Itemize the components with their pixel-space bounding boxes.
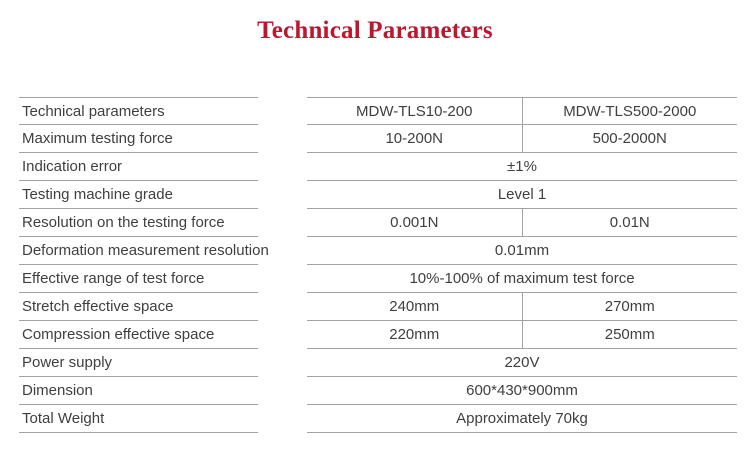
row-label: Testing machine grade [19,181,258,209]
value-cell: 0.01mm [494,242,550,259]
technical-parameters-table: Technical parameters MDW-TLS10-200 MDW-TLS… [19,97,737,433]
row-label: Stretch effective space [19,293,258,321]
row-label: Power supply [19,349,258,377]
merged-value-cell: Approximately 70kg [307,405,737,433]
row-label: Resolution on the testing force [19,209,258,237]
row-label: Total Weight [19,405,258,433]
value-cell: 270mm [521,293,738,320]
row-label: Technical parameters [19,97,258,125]
column-gap [258,377,307,405]
value-cells: 0.001N 0.01N [307,209,737,237]
value-cell: 10%-100% of maximum test force [409,270,635,287]
row-label: Deformation measurement resolution [19,237,269,265]
column-gap [258,321,307,349]
table-row: Indication error ±1% [19,153,737,181]
table-row: Stretch effective space 240mm 270mm [19,293,737,321]
value-cell: 600*430*900mm [466,382,578,399]
value-cell: 500-2000N [521,125,738,152]
page-title: Technical Parameters [257,17,493,44]
merged-value-cell: 220V [307,349,737,377]
column-gap [258,153,307,181]
table-row: Maximum testing force 10-200N 500-2000N [19,125,737,153]
row-label: Compression effective space [19,321,258,349]
value-cells: 10-200N 500-2000N [307,125,737,153]
merged-value-cell: Level 1 [307,181,737,209]
value-cell: 220mm [389,326,440,343]
row-label: Effective range of test force [19,265,258,293]
row-label: Dimension [19,377,258,405]
value-cell: 220V [504,354,540,371]
merged-value-cell: 600*430*900mm [307,377,737,405]
table-row: Technical parameters MDW-TLS10-200 MDW-TLS… [19,97,737,125]
column-gap [258,209,307,237]
column-gap [258,237,307,265]
row-label: Indication error [19,153,258,181]
merged-value-cell: ±1% [307,153,737,181]
table-row: Compression effective space 220mm 250mm [19,321,737,349]
column-gap [258,125,307,153]
value-cell: MDW-TLS10-200 [356,102,473,120]
column-gap [258,293,307,321]
column-gap [258,97,307,125]
column-gap [258,265,307,293]
table-row: Resolution on the testing force 0.001N 0.0… [19,209,737,237]
value-cells: 220mm 250mm [307,321,737,349]
value-cells: 240mm 270mm [307,293,737,321]
table-row: Effective range of test force 10%-100% of… [19,265,737,293]
table-row: Deformation measurement resolution 0.01mm [19,237,737,265]
column-gap [258,405,307,433]
value-cell: 240mm [389,298,440,315]
table-row: Dimension 600*430*900mm [19,377,737,405]
column-gap [258,349,307,377]
table-row: Power supply 220V [19,349,737,377]
value-cell: 10-200N [385,130,444,147]
merged-value-cell: 0.01mm [307,237,737,265]
value-cell: MDW-TLS500-2000 [521,98,738,124]
table-row: Testing machine grade Level 1 [19,181,737,209]
column-gap [258,181,307,209]
table-row: Total Weight Approximately 70kg [19,405,737,433]
value-cells: MDW-TLS10-200 MDW-TLS500-2000 [307,97,737,125]
value-cell: 0.01N [521,209,738,236]
value-cell: 0.001N [390,214,439,231]
value-cell: Approximately 70kg [456,410,588,427]
merged-value-cell: 10%-100% of maximum test force [307,265,737,293]
value-cell: 250mm [521,321,738,348]
value-cell: Level 1 [497,186,547,203]
row-label: Maximum testing force [19,125,258,153]
value-cell: ±1% [507,158,537,175]
